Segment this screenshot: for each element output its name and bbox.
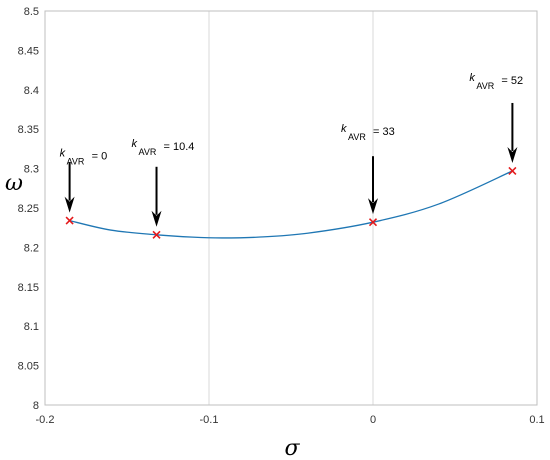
annotation-value: = 52 <box>501 75 523 87</box>
plot-area <box>45 11 537 405</box>
annotation-subscript: AVR <box>348 132 366 142</box>
x-axis-label: σ <box>284 436 300 460</box>
y-tick-label: 8.25 <box>18 203 39 215</box>
data-point <box>368 218 378 227</box>
y-axis-label: ω <box>5 171 23 196</box>
x-tick-label: -0.1 <box>200 414 219 426</box>
x-tick-label: 0.1 <box>529 414 544 426</box>
data-markers <box>65 166 517 239</box>
arrow-head <box>64 196 75 213</box>
annotation-value: = 33 <box>373 126 395 138</box>
y-tick-label: 8.05 <box>18 361 39 373</box>
annotation-k: k <box>341 123 347 135</box>
y-tick-label: 8.35 <box>18 124 39 136</box>
series-curve <box>69 170 513 239</box>
arrow-head <box>368 198 378 215</box>
y-tick-label: 8.45 <box>18 45 39 57</box>
y-tick-label: 8 <box>33 400 39 412</box>
y-tick-label: 8.15 <box>18 282 39 294</box>
annotation-k: k <box>469 72 475 84</box>
y-tick-label: 8.2 <box>24 242 39 254</box>
y-tick-label: 8.4 <box>24 85 39 97</box>
annotation-k: k <box>132 138 138 150</box>
annotation-value: = 0 <box>92 151 108 163</box>
data-point <box>65 216 74 225</box>
annotation-k: k <box>60 148 66 160</box>
annotation-subscript: AVR <box>67 157 85 167</box>
annotation-value: = 10.4 <box>164 141 195 153</box>
y-tick-label: 8.3 <box>24 164 39 176</box>
arrow-head <box>151 210 162 227</box>
arrow-head <box>507 146 518 163</box>
y-tick-label: 8.5 <box>24 6 39 18</box>
data-point <box>508 166 517 176</box>
y-tick-label: 8.1 <box>24 321 39 333</box>
annotation-subscript: AVR <box>476 81 494 91</box>
data-point <box>152 230 161 239</box>
tick-labels: 8 8.05 8.1 8.15 8.2 8.25 8.3 8.35 8.4 8.45 8.5 -0.2… <box>18 6 545 426</box>
x-tick-label: 0 <box>370 414 376 426</box>
x-tick-label: -0.2 <box>36 414 55 426</box>
annotation-subscript: AVR <box>139 147 157 157</box>
plot-frame <box>44 10 538 406</box>
